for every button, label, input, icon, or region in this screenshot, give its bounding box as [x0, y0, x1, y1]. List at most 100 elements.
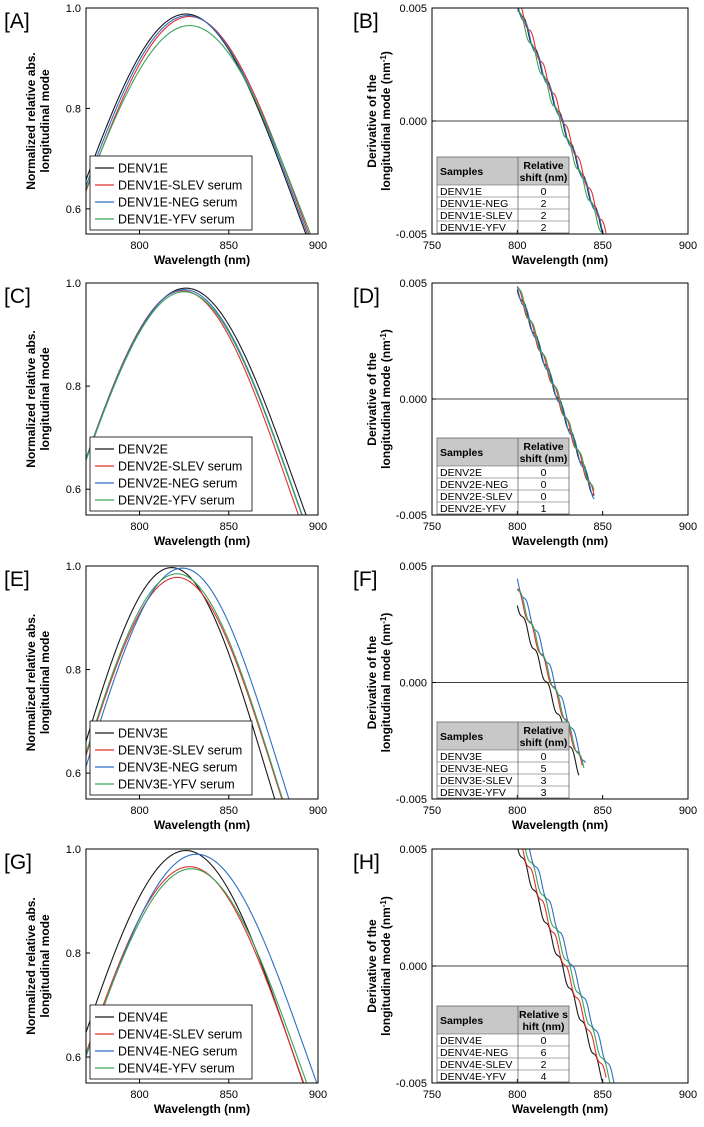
y-tick-label: 0.000: [399, 394, 427, 406]
table-header-shift-line1: Relative s: [519, 1009, 568, 1021]
table-header-bg: [437, 438, 569, 466]
legend-entry: DENV4E: [118, 1011, 168, 1025]
y-tick-label: 0.6: [66, 768, 81, 780]
table-frame: [436, 1005, 570, 1083]
table-cell-sample: DENV2E-YFV: [440, 503, 506, 515]
series-line-denv2e-yfv-serum: [86, 291, 303, 515]
table-cell-sample: DENV3E-SLEV: [440, 775, 512, 787]
y-axis-label-superscript: -1: [379, 900, 388, 908]
x-tick-label: 850: [220, 521, 238, 533]
x-tick-label: 900: [679, 1089, 697, 1101]
table-cell-shift: 0: [541, 751, 547, 763]
y-axis-label-line1: Normalized relative abs.: [24, 614, 38, 751]
table-header-shift-line2: shift (nm): [520, 172, 568, 184]
series-line-denv1e-slev: [521, 8, 607, 234]
series-line-denv2e-neg-serum: [86, 289, 303, 515]
table-header-samples: Samples: [440, 166, 483, 178]
x-tick-label: 850: [220, 240, 238, 252]
y-tick-label: -0.005: [396, 1078, 427, 1090]
x-tick-label: 900: [309, 521, 327, 533]
x-tick-label: 850: [220, 805, 238, 817]
table-cell-shift: 0: [541, 467, 547, 479]
chart-panel-b: [B] 750 800 850 900 -0.005 0.000 0.005 Wavelengt…: [353, 3, 697, 267]
table-cell-sample: DENV1E-YFV: [440, 222, 506, 234]
y-axis-label-line2: longitudinal mode (nm-1): [379, 613, 394, 753]
series-line-denv4e: [517, 849, 604, 1083]
y-axis-label-text: longitudinal mode (nm: [379, 340, 393, 469]
y-axis-label-superscript: -1: [379, 616, 388, 624]
legend-entry: DENV4E-NEG serum: [118, 1045, 237, 1059]
y-tick-label: 0.8: [66, 948, 81, 960]
table-cell-sample: DENV3E-NEG: [440, 763, 508, 775]
y-axis-label-line1: Normalized relative abs.: [24, 330, 38, 467]
table-cell-sample: DENV3E: [440, 751, 482, 763]
table-cell-shift: 0: [541, 479, 547, 491]
plot-frame: [85, 848, 319, 1084]
table-header-shift-line2: shift (nm): [520, 453, 568, 465]
y-axis-label-text: longitudinal mode (nm: [379, 624, 393, 753]
table-frame: [436, 721, 570, 799]
table-header-shift-line2: shift (nm): [520, 737, 568, 749]
series-line-denv4e-neg-serum: [86, 853, 318, 1083]
y-axis-label-line2: longitudinal mode: [38, 69, 52, 173]
y-tick-label: 1.0: [66, 561, 81, 573]
series-line-denv1e-neg-serum: [86, 14, 308, 234]
series-line-denv4e-yfv-serum: [86, 868, 308, 1083]
panel-label: [E]: [4, 568, 30, 591]
table-frame: [436, 437, 570, 515]
series-line-denv2e-neg: [516, 286, 595, 500]
table-header-samples: Samples: [440, 731, 483, 743]
chart-panel-a: [A] 800 850 900 0.6 0.8 1.0 Wavelength (nm) Norm…: [4, 3, 327, 267]
x-axis-label: Wavelength (nm): [154, 1102, 250, 1116]
table-cell-shift: 0: [541, 1035, 547, 1047]
panel-label: [H]: [353, 851, 380, 874]
y-axis-label-line1: Derivative of the: [365, 74, 379, 168]
y-axis-label-line1: Derivative of the: [365, 635, 379, 729]
y-tick-label: 1.0: [66, 844, 81, 856]
legend-entry: DENV2E-YFV serum: [118, 494, 235, 508]
table-cell-sample: DENV2E-NEG: [440, 479, 508, 491]
x-tick-label: 800: [508, 1089, 526, 1101]
x-tick-label: 800: [508, 805, 526, 817]
y-axis-label-suffix: ): [379, 329, 393, 333]
series-line-denv4e-slev: [522, 849, 607, 1078]
series-line-denv2e-yfv: [516, 287, 595, 491]
table-cell-sample: DENV4E-NEG: [440, 1047, 508, 1059]
legend-entry: DENV2E: [118, 443, 168, 457]
legend-entry: DENV4E-YFV serum: [118, 1062, 235, 1076]
table-header-samples: Samples: [440, 447, 483, 459]
panel-label: [D]: [353, 285, 380, 308]
x-tick-label: 850: [593, 1089, 611, 1101]
table-cell-shift: 5: [541, 763, 547, 775]
y-tick-label: 0.005: [399, 561, 427, 573]
y-axis-label-line1: Derivative of the: [365, 919, 379, 1013]
x-tick-label: 800: [130, 1089, 148, 1101]
x-tick-label: 800: [508, 240, 526, 252]
y-axis-label-line2: longitudinal mode: [38, 631, 52, 735]
table-header-bg: [437, 1006, 569, 1034]
legend-entry: DENV1E-YFV serum: [118, 213, 235, 227]
y-tick-label: 0.8: [66, 381, 81, 393]
table-cell-shift: 6: [541, 1047, 547, 1059]
y-axis-label-suffix: ): [379, 613, 393, 617]
y-axis-label-superscript: -1: [379, 55, 388, 63]
y-axis-label-line1: Derivative of the: [365, 352, 379, 446]
chart-panel-h: [H] 750 800 850 900 -0.005 0.000 0.005 Wavelengt…: [353, 844, 697, 1116]
y-axis-label-superscript: -1: [379, 333, 388, 341]
y-tick-label: 0.8: [66, 103, 81, 115]
y-axis-label-suffix: ): [379, 51, 393, 55]
y-axis-label-text: longitudinal mode: [38, 69, 52, 173]
y-tick-label: 0.6: [66, 484, 81, 496]
y-axis-label-line2: longitudinal mode: [38, 347, 52, 451]
x-axis-label: Wavelength (nm): [154, 818, 250, 832]
x-tick-label: 850: [593, 805, 611, 817]
table-header-shift-line1: Relative: [523, 725, 563, 737]
table-cell-sample: DENV1E-SLEV: [440, 210, 512, 222]
series-line-denv4e-neg: [528, 849, 615, 1083]
legend-entry: DENV4E-SLEV serum: [118, 1028, 242, 1042]
y-axis-label-text: longitudinal mode (nm: [379, 907, 393, 1036]
table-cell-sample: DENV2E: [440, 467, 482, 479]
x-tick-label: 900: [679, 805, 697, 817]
chart-panel-d: [D] 750 800 850 900 -0.005 0.000 0.005 Wavelengt…: [353, 278, 697, 548]
